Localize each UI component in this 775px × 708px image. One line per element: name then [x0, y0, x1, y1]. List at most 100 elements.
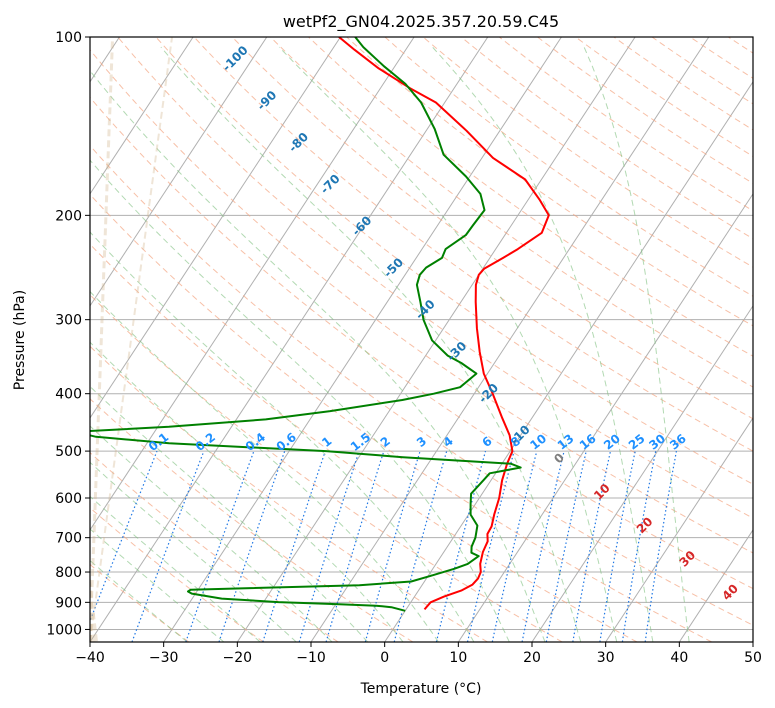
- y-tick-label: 900: [55, 595, 82, 611]
- dry-adiabat-line: [651, 37, 753, 105]
- y-tick-label: 100: [55, 30, 82, 46]
- mixing-ratio-line: [491, 450, 538, 642]
- moist-adiabat-line: [90, 495, 261, 642]
- axis-ticks: −40 −30 −20 −10 0 10 20 30 40 5010020030040050060…: [46, 30, 762, 666]
- mixing-ratio-label: 3: [414, 434, 429, 450]
- moist-adiabat-line: [90, 70, 546, 642]
- dry-adiabat-line: [90, 451, 339, 642]
- x-tick-label: −30: [149, 650, 179, 666]
- y-tick-label: 1000: [46, 622, 82, 638]
- mixing-ratio-label: 4: [441, 434, 456, 450]
- moist-adiabat-line: [90, 231, 475, 642]
- chart-title: wetPf2_GN04.2025.357.20.59.C45: [283, 12, 559, 32]
- background-curve: [90, 571, 98, 642]
- x-tick-label: −20: [223, 650, 253, 666]
- mixing-ratio-label: 30: [646, 431, 668, 452]
- mixing-ratio-line: [218, 450, 286, 642]
- moist-adiabat-label: 30: [677, 548, 699, 570]
- dry-adiabat-line: [270, 37, 753, 388]
- mixing-ratio-line: [393, 450, 448, 642]
- background-curve: [90, 37, 174, 642]
- dry-adiabat-line: [155, 37, 753, 485]
- moist-adiabat-line: [90, 290, 439, 642]
- plot-area: [90, 37, 775, 642]
- isotherm-line: [236, 37, 636, 642]
- isotherm-line: [90, 37, 489, 642]
- background-curve: [90, 37, 115, 642]
- isotherm-line: [678, 529, 753, 642]
- dry-adiabat-line: [90, 243, 638, 642]
- dewpoint-profile-line: [90, 37, 522, 612]
- moist-adiabat-line: [90, 385, 369, 642]
- x-tick-label: −10: [296, 650, 326, 666]
- mixing-ratio-line: [325, 450, 385, 642]
- mixing-ratio-line: [572, 450, 612, 642]
- dry-adiabat-line: [193, 37, 753, 452]
- x-tick-label: −40: [75, 650, 105, 666]
- y-tick-label: 600: [55, 491, 82, 507]
- moist-adiabat-label: 10: [591, 481, 613, 503]
- mixing-ratio-label: 10: [527, 431, 549, 452]
- mixing-ratio-line: [185, 450, 255, 642]
- mixing-ratio-line: [298, 450, 360, 642]
- isotherm-line: [752, 641, 753, 642]
- dry-adiabat-line: [384, 37, 753, 297]
- moist-adiabat-line: [90, 528, 225, 642]
- line-labels: 0.1 0.2 0.4 0.6 1 1.5 2 3 4 6 8 10 13 16 20 253036-100-…: [146, 43, 741, 603]
- y-tick-label: 500: [55, 444, 82, 460]
- moist-adiabat-line: [90, 461, 297, 642]
- dry-adiabat-line: [90, 398, 414, 642]
- dry-adiabat-line: [90, 507, 264, 642]
- mixing-ratio-label: 2: [378, 434, 393, 450]
- dry-adiabat-label: -90: [254, 88, 279, 113]
- mixing-ratio-line: [521, 450, 565, 642]
- dry-adiabat-line: [231, 37, 753, 420]
- dry-adiabat-line: [90, 294, 563, 642]
- plot-frame: [89, 36, 754, 643]
- dry-adiabat-line: [728, 37, 753, 54]
- dry-adiabat-line: [537, 37, 753, 184]
- mixing-ratio-label: 36: [667, 431, 689, 452]
- moist-adiabat-line: [90, 159, 510, 642]
- mixing-ratio-line: [364, 450, 421, 642]
- mixing-ratio-line: [262, 450, 326, 642]
- x-tick-label: 20: [523, 650, 541, 666]
- dry-adiabat-line: [766, 37, 775, 642]
- mixing-ratio-label: 16: [577, 431, 599, 452]
- dry-adiabat-line: [90, 193, 712, 642]
- isotherm-line: [163, 37, 562, 642]
- dry-adiabat-line: [117, 37, 753, 519]
- mixing-ratio-label: 0.2: [193, 430, 218, 454]
- dry-adiabat-line: [575, 37, 753, 157]
- mixing-ratio-line: [435, 450, 487, 642]
- dry-adiabat-line: [90, 144, 753, 626]
- mixing-ratio-line: [545, 450, 587, 642]
- moist-adiabat-label: 40: [719, 581, 741, 603]
- mixing-ratio-label: 1: [319, 434, 334, 450]
- dry-adiabat-line: [498, 37, 753, 212]
- x-tick-label: 50: [744, 650, 762, 666]
- dry-adiabat-label: -100: [220, 43, 251, 74]
- dry-adiabat-line: [90, 49, 753, 554]
- moist-adiabat-label: 0: [551, 450, 567, 466]
- mixing-ratio-line: [621, 450, 657, 642]
- moist-adiabat-label: 20: [634, 514, 656, 536]
- dry-adiabat-label: -70: [318, 172, 343, 197]
- mixing-ratio-line: [131, 450, 205, 642]
- moist-adiabat-line: [90, 425, 333, 642]
- isotherm-line: [531, 304, 753, 642]
- mixing-ratio-line: [599, 450, 636, 642]
- mixing-ratio-label: 13: [555, 431, 577, 452]
- y-tick-label: 200: [55, 208, 82, 224]
- y-tick-label: 700: [55, 531, 82, 547]
- dry-adiabat-label: -30: [444, 339, 469, 364]
- dry-adiabat-line: [90, 96, 753, 590]
- isotherm-line: [90, 37, 415, 531]
- dry-adiabat-line: [422, 37, 753, 268]
- dry-adiabat-line: [346, 37, 753, 327]
- moist-adiabat-line: [278, 46, 618, 642]
- mixing-ratio-label: 0.1: [146, 430, 171, 454]
- mixing-ratio-label: 6: [479, 434, 494, 450]
